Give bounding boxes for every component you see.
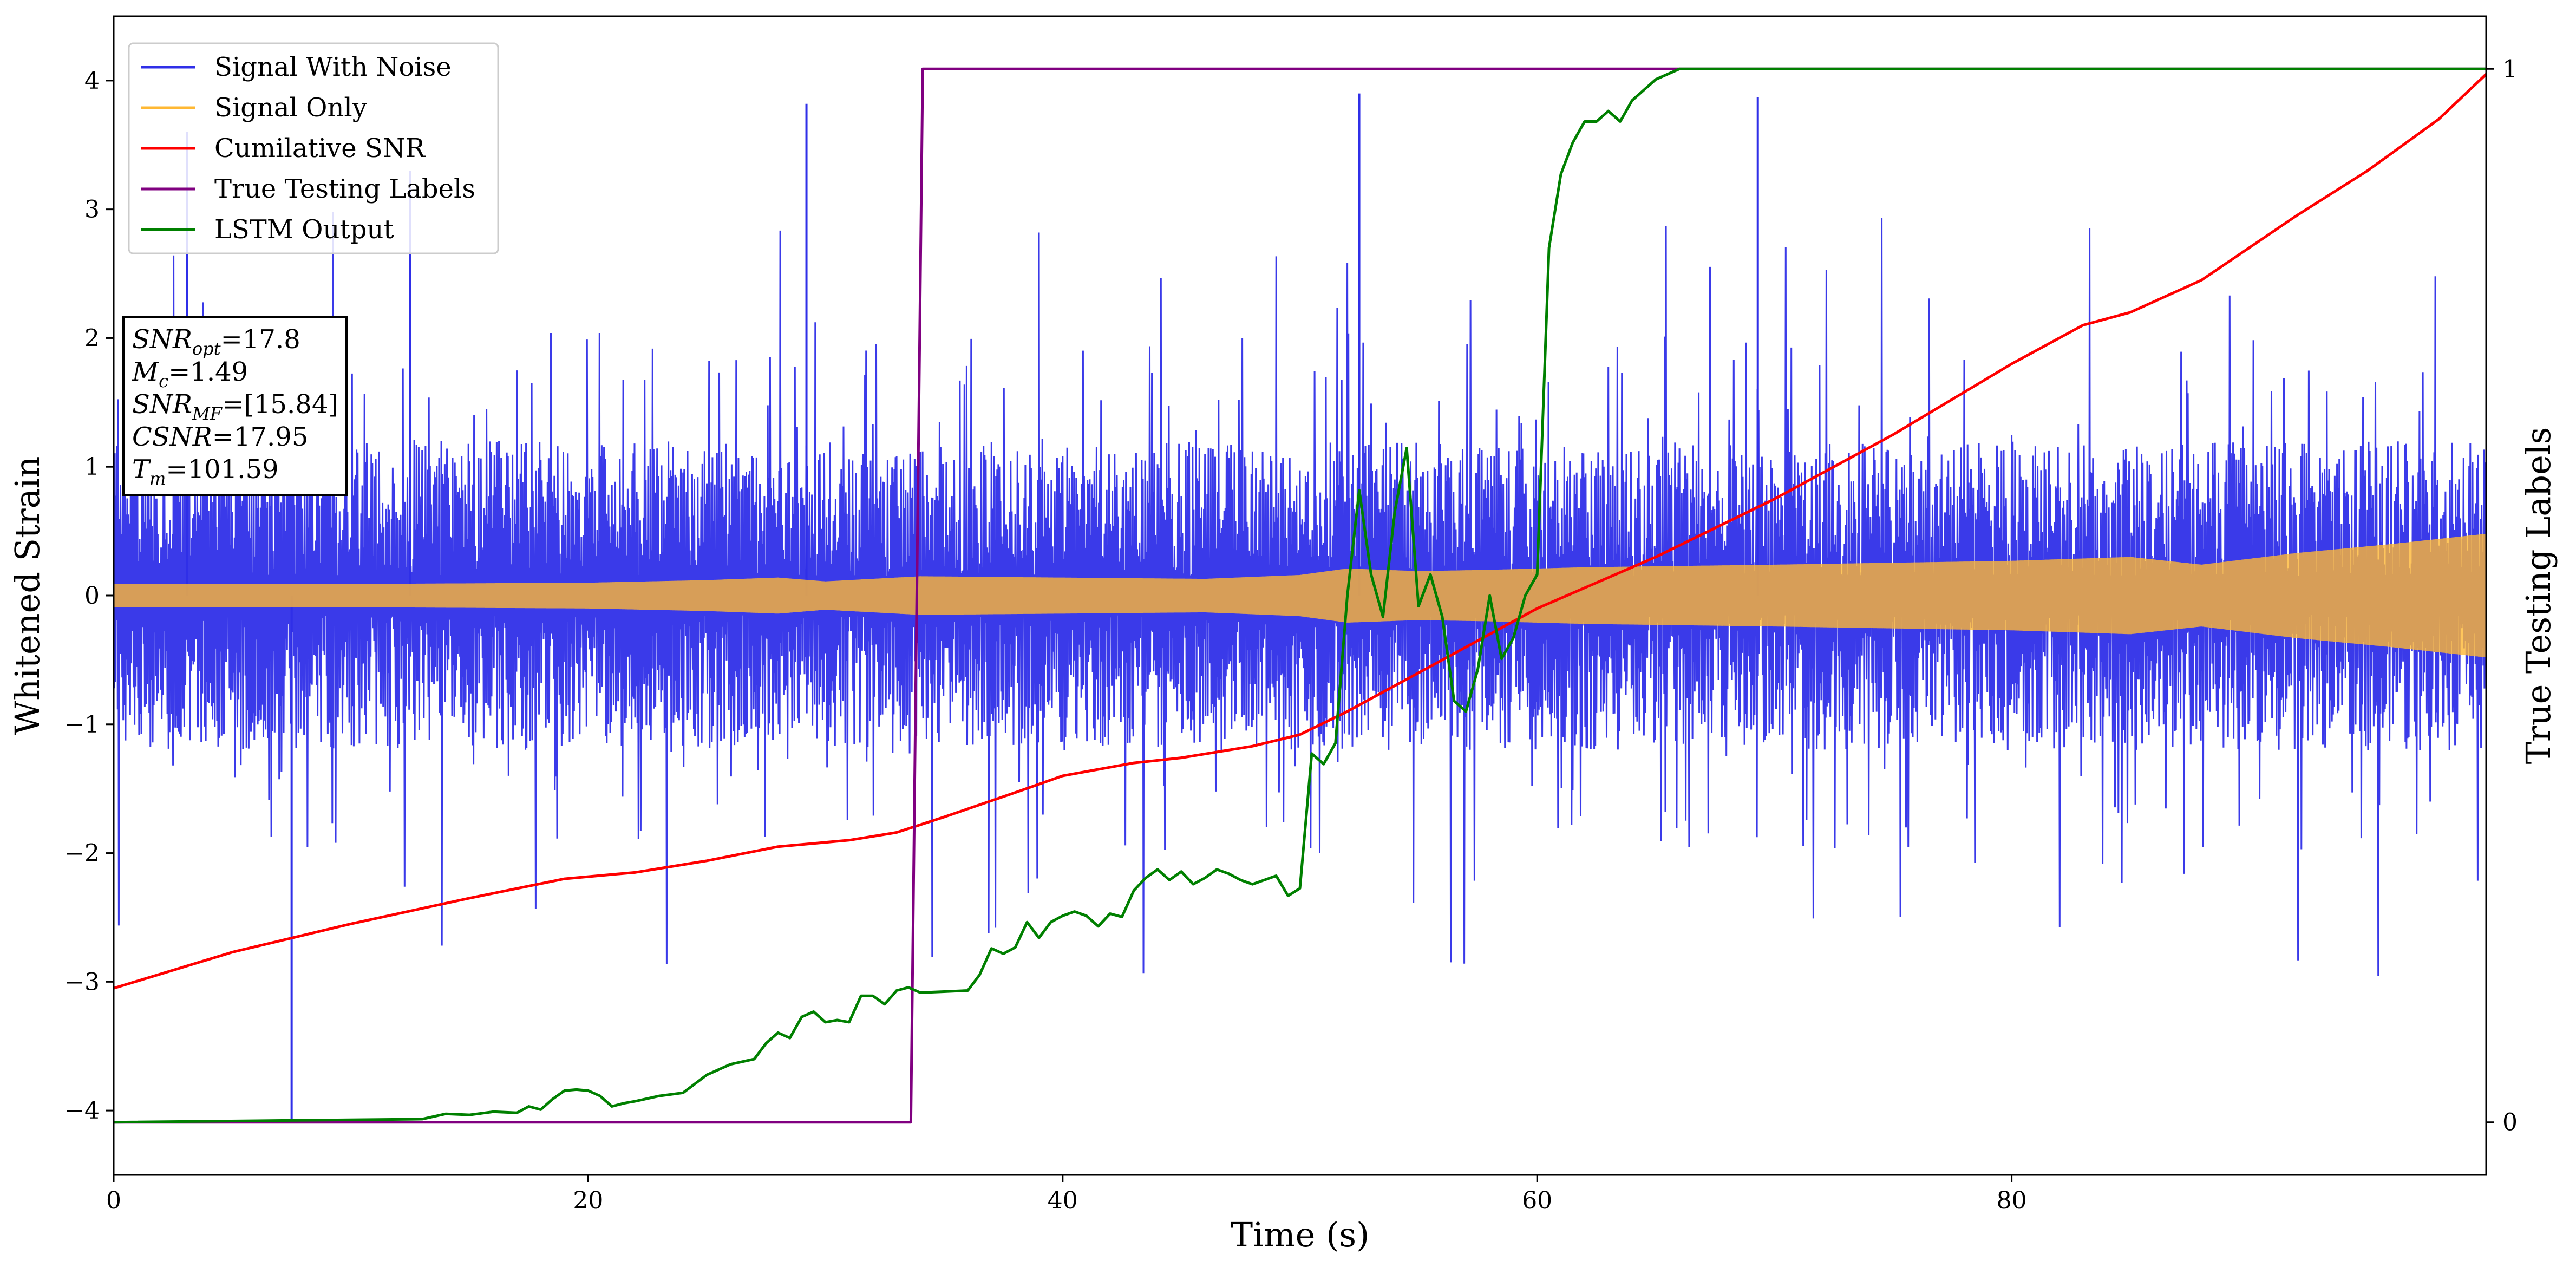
x-tick-label: 20 [573, 1187, 603, 1214]
x-axis-label: Time (s) [1231, 1215, 1370, 1255]
y2-tick-label: 1 [2502, 55, 2518, 83]
legend-label: Cumilative SNR [214, 133, 426, 164]
y-tick-label: −4 [64, 1097, 100, 1125]
y-tick-label: −1 [64, 711, 100, 739]
y-axis-label: Whitened Strain [8, 456, 47, 735]
y2-tick-label: 0 [2502, 1109, 2518, 1136]
annotation-line: Tm=101.59 [132, 454, 279, 489]
parameter-annotation-box: SNRopt=17.8Mc=1.49SNRMF=[15.84]CSNR=17.9… [122, 316, 348, 496]
y-tick-label: 1 [84, 453, 100, 481]
x-tick-label: 60 [1522, 1187, 1552, 1214]
annotation-line: SNRopt=17.8 [132, 324, 300, 359]
y-tick-label: 0 [84, 582, 100, 610]
lstm-output-line [114, 67, 2486, 1124]
y-tick-label: 2 [84, 324, 100, 352]
legend-label: LSTM Output [214, 214, 394, 245]
annotation-line: Mc=1.49 [132, 357, 248, 391]
x-tick-label: 80 [1997, 1187, 2027, 1214]
y2-axis-label: True Testing Labels [2519, 427, 2558, 765]
legend: Signal With Noise Signal Only Cumilative S… [128, 42, 499, 254]
legend-label: True Testing Labels [214, 174, 475, 204]
legend-box [128, 42, 499, 254]
annotation-line: SNRMF=[15.84] [132, 389, 338, 424]
y-tick-label: 4 [84, 67, 100, 95]
legend-label: Signal Only [214, 93, 367, 123]
y-tick-label: −3 [64, 968, 100, 996]
x-tick-label: 0 [106, 1187, 121, 1214]
signal-only-line [114, 533, 2486, 658]
series-layer [114, 67, 2486, 1124]
x-tick-label: 40 [1048, 1187, 1078, 1214]
signal-with-noise-line [114, 212, 2486, 976]
annotation-line: CSNR=17.95 [132, 422, 308, 452]
legend-label: Signal With Noise [214, 52, 452, 82]
annotation-box-frame [122, 316, 348, 496]
y-tick-label: −2 [64, 840, 100, 867]
y-tick-label: 3 [84, 196, 100, 224]
cumulative-snr-line [114, 73, 2486, 990]
